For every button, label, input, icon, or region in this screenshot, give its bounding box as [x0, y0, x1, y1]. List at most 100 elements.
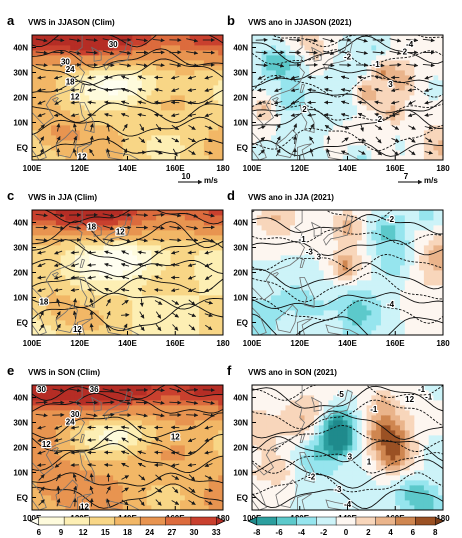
wind-vector [85, 50, 98, 55]
field-cell [117, 105, 124, 111]
field-cell [371, 125, 377, 131]
wind-vector [37, 262, 46, 268]
field-cell [189, 330, 195, 335]
field-cell [108, 260, 114, 266]
field-cell [252, 65, 258, 71]
field-cell [89, 60, 95, 66]
field-cell [113, 90, 119, 96]
field-cell [366, 260, 372, 266]
field-cell [404, 55, 410, 61]
field-cell [285, 265, 291, 271]
field-cell [79, 115, 85, 121]
field-cell [309, 270, 315, 276]
field-cell [74, 290, 81, 296]
field-cell [347, 270, 353, 276]
field-cell [70, 415, 76, 421]
field-cell [256, 80, 262, 86]
field-cell [419, 155, 425, 160]
field-cell [122, 240, 128, 246]
field-cell [127, 135, 133, 141]
field-cell [46, 125, 52, 131]
field-cell [208, 155, 214, 160]
field-cell [352, 250, 358, 256]
field-cell [266, 100, 272, 106]
field-cell [156, 115, 162, 121]
field-cell [32, 405, 38, 411]
field-cell [60, 260, 66, 266]
field-cell [352, 55, 358, 61]
field-cell [256, 130, 262, 136]
field-cell [79, 330, 85, 335]
field-cell [423, 265, 430, 271]
wind-vector [37, 88, 46, 93]
field-cell [103, 385, 109, 391]
field-cell [404, 80, 410, 86]
field-cell [122, 305, 128, 311]
field-cell [423, 225, 430, 231]
field-cell [409, 60, 415, 66]
field-cell [275, 40, 282, 46]
coastline-korea [311, 46, 322, 62]
field-cell [199, 145, 205, 151]
field-cell [51, 155, 57, 160]
field-cell [280, 110, 286, 116]
contour-line [252, 292, 443, 309]
wind-vector [38, 299, 46, 306]
field-cell [98, 465, 105, 471]
field-cell [433, 220, 439, 226]
wind-vector [172, 148, 178, 157]
field-cell [290, 275, 296, 281]
field-cell [376, 245, 382, 251]
field-cell [318, 315, 325, 321]
field-cell [366, 300, 372, 306]
field-cell [333, 75, 339, 81]
field-cell [41, 90, 47, 96]
field-cell [414, 240, 420, 246]
wind-vector [72, 310, 77, 320]
field-cell [117, 490, 124, 496]
field-cell [194, 320, 200, 326]
field-cell [323, 270, 329, 276]
field-cell [122, 230, 128, 236]
field-cell [170, 255, 176, 261]
field-cell [94, 320, 100, 326]
field-cell [352, 275, 358, 281]
field-cell [376, 255, 382, 261]
field-cell [266, 245, 272, 251]
wind-vector [389, 38, 402, 43]
contour-line [252, 254, 443, 272]
field-cell [213, 275, 219, 281]
field-cell [189, 210, 195, 216]
field-cell [256, 265, 262, 271]
field-cell [103, 230, 109, 236]
field-cell [299, 50, 305, 56]
field-cell [400, 215, 406, 221]
field-cell [323, 285, 329, 291]
field-cell [65, 405, 71, 411]
field-cell [113, 215, 119, 221]
field-cell [218, 75, 223, 81]
field-cell [41, 260, 47, 266]
field-cell [309, 155, 315, 160]
field-cell [414, 305, 420, 311]
field-cell [165, 45, 171, 51]
field-cell [94, 240, 100, 246]
contour-line [252, 262, 443, 290]
field-cell [55, 290, 62, 296]
field-cell [103, 70, 109, 76]
field-cell [380, 145, 387, 151]
field-cell [323, 305, 329, 311]
field-cell [51, 130, 57, 136]
field-cell [184, 50, 190, 56]
field-cell [409, 255, 415, 261]
field-cell [385, 320, 391, 326]
field-cell [347, 145, 353, 151]
field-cell [290, 45, 296, 51]
field-cell [438, 55, 443, 61]
field-cell [380, 120, 387, 126]
field-cell [256, 250, 262, 256]
field-cell [275, 120, 282, 126]
field-cell [60, 420, 66, 426]
field-cell [352, 315, 358, 321]
field-cell [290, 240, 296, 246]
